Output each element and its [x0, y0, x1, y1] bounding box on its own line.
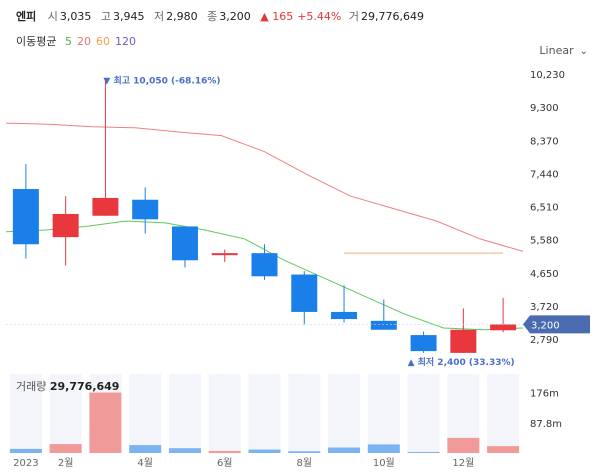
volume-panel-title: 거래량 — [16, 380, 47, 393]
candle-body — [171, 226, 198, 261]
ma-period-5[interactable]: 5 — [64, 35, 72, 48]
volume-bar — [328, 447, 361, 453]
volume-tick-label: 87.8m — [530, 419, 562, 430]
x-tick-label: 2월 — [58, 457, 74, 469]
volume-bar — [49, 444, 82, 453]
volume-slot-bg — [328, 374, 361, 453]
high-value: 3,945 — [113, 10, 145, 23]
candle-body — [331, 311, 358, 320]
candle-body — [12, 189, 39, 245]
volume-slot-bg — [407, 374, 440, 453]
ma-period-120[interactable]: 120 — [114, 35, 136, 48]
stock-name: 엔피 — [16, 10, 37, 23]
x-tick-label: 8월 — [296, 457, 312, 469]
ohlc-summary: 엔피 시 3,035 고 3,945 저 2,980 종 3,200 ▲ 165 +5.4… — [16, 8, 430, 24]
y-tick-label: 8,370 — [530, 136, 559, 147]
x-tick-label: 2023 — [13, 458, 38, 469]
ma-period-20[interactable]: 20 — [76, 35, 91, 48]
candle-body — [370, 320, 397, 330]
ma-period-60[interactable]: 60 — [95, 35, 110, 48]
scale-toggle-button[interactable]: Linear ⌄ — [539, 44, 588, 57]
volume-bar — [487, 446, 520, 453]
ma20-line — [5, 122, 524, 252]
volume-bar — [367, 444, 400, 453]
y-tick-label: 7,440 — [530, 169, 559, 180]
open-value: 3,035 — [59, 10, 92, 23]
volume-slot-bg — [168, 374, 201, 453]
candle-body — [132, 199, 159, 220]
y-tick-label: 10,230 — [530, 70, 565, 81]
volume-bar — [129, 445, 162, 453]
volume-bar — [9, 448, 42, 453]
volume-bar — [407, 451, 440, 453]
candle-body — [450, 329, 477, 353]
volume-slot-bg — [248, 374, 281, 453]
chevron-down-icon: ⌄ — [579, 46, 588, 57]
volume-slot-bg — [129, 374, 162, 453]
low-annotation: ▲ 최저 2,400 (33.33%) — [408, 356, 515, 368]
y-tick-label: 4,650 — [530, 269, 559, 280]
low-value: 2,980 — [166, 10, 198, 23]
volume-bar — [168, 448, 201, 453]
candle-body — [410, 335, 437, 352]
high-annotation: ▼ 최고 10,050 (-68.16%) — [103, 74, 220, 86]
y-tick-label: 6,510 — [530, 203, 559, 214]
candle-body — [490, 324, 517, 331]
volume-label: 거 — [348, 10, 359, 23]
candle-body — [291, 274, 318, 312]
current-price-tag — [523, 315, 590, 334]
ma-legend-label: 이동평균 — [16, 35, 57, 48]
volume-bar — [89, 392, 122, 453]
volume-tick-label: 176m — [530, 389, 559, 400]
volume-slot-bg — [208, 374, 241, 453]
volume-bar — [248, 449, 281, 453]
moving-average-legend: 이동평균 5 20 60 120 — [16, 33, 141, 49]
volume-bar — [208, 450, 241, 453]
volume-bar — [288, 451, 321, 453]
x-tick-label: 12월 — [452, 457, 474, 469]
x-tick-label: 10월 — [373, 457, 395, 469]
high-label: 고 — [100, 10, 111, 23]
close-label: 종 — [207, 10, 218, 23]
close-value: 3,200 — [219, 10, 251, 23]
y-tick-label: 9,300 — [530, 103, 559, 114]
scale-toggle-label: Linear — [539, 44, 574, 57]
candle-body — [251, 253, 278, 277]
candle-body — [52, 213, 79, 238]
x-tick-label: 6월 — [217, 457, 233, 469]
open-label: 시 — [47, 10, 58, 23]
volume-value: 29,776,649 — [361, 10, 424, 23]
volume-slot-bg — [288, 374, 321, 453]
volume-bar — [447, 437, 480, 453]
y-tick-label: 2,790 — [530, 335, 559, 346]
x-tick-label: 4월 — [137, 457, 153, 469]
volume-slot-bg — [49, 374, 82, 453]
change-pct: +5.44% — [297, 10, 342, 23]
volume-slot-bg — [9, 374, 42, 453]
volume-slot-bg — [487, 374, 520, 453]
current-price-tag-label: 3,200 — [531, 320, 560, 331]
candle-body — [92, 197, 119, 216]
low-label: 저 — [154, 10, 165, 23]
y-tick-label: 3,720 — [530, 302, 559, 313]
volume-panel-label: 거래량 29,776,649 — [16, 378, 119, 394]
volume-slot-bg — [367, 374, 400, 453]
y-tick-label: 5,580 — [530, 236, 559, 247]
change-value: ▲ 165 — [260, 10, 294, 23]
candle-body — [211, 253, 238, 256]
volume-panel-value: 29,776,649 — [49, 380, 120, 393]
